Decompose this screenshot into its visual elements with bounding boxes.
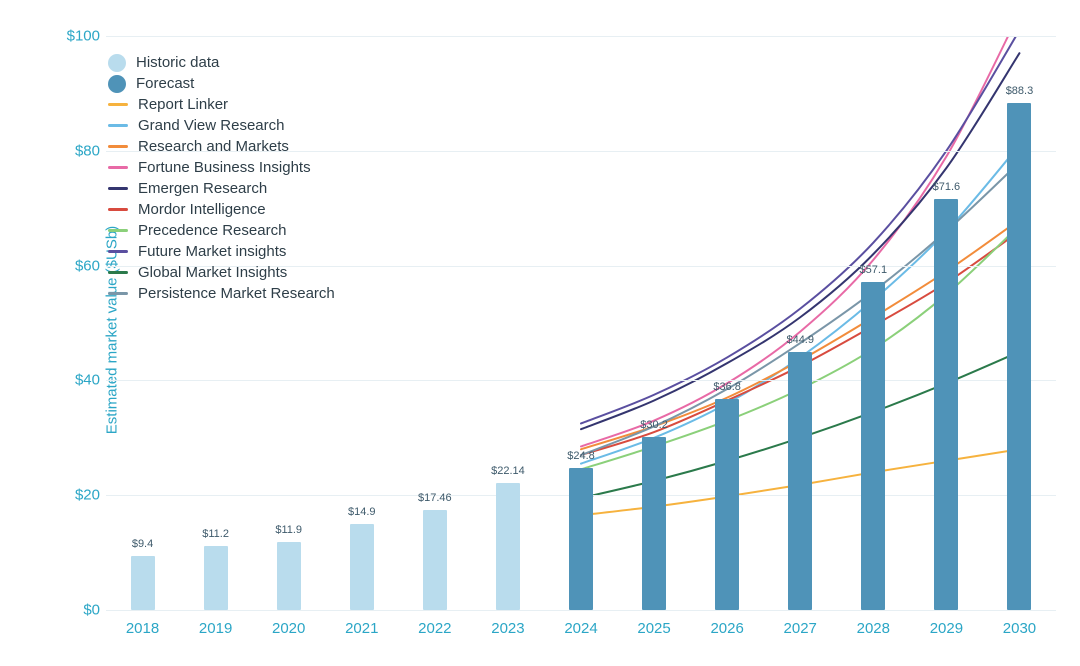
- legend-label: Grand View Research: [138, 115, 284, 137]
- legend-item: Mordor Intelligence: [108, 199, 335, 220]
- legend-item: Precedence Research: [108, 220, 335, 241]
- y-tick-label: $80: [75, 142, 106, 159]
- bar-label: $88.3: [1006, 85, 1034, 97]
- x-tick-label: 2020: [272, 610, 305, 637]
- legend-item: Forecast: [108, 73, 335, 94]
- legend-label: Precedence Research: [138, 220, 286, 242]
- bar-2020: $11.9: [277, 542, 301, 610]
- legend-item: Historic data: [108, 52, 335, 73]
- legend-label: Future Market insights: [138, 241, 286, 263]
- bar-label: $71.6: [933, 181, 961, 193]
- legend-item: Future Market insights: [108, 241, 335, 262]
- y-tick-label: $20: [75, 487, 106, 504]
- legend-line-icon: [108, 166, 128, 169]
- legend-item: Persistence Market Research: [108, 283, 335, 304]
- bar-label: $36.8: [713, 381, 741, 393]
- bar-label: $11.2: [202, 528, 229, 540]
- legend-line-icon: [108, 145, 128, 148]
- bar-label: $9.4: [132, 538, 153, 550]
- legend-item: Fortune Business Insights: [108, 157, 335, 178]
- legend-item: Emergen Research: [108, 178, 335, 199]
- legend-label: Fortune Business Insights: [138, 157, 311, 179]
- bar-2029: $71.6: [934, 199, 958, 610]
- bar-2019: $11.2: [204, 546, 228, 610]
- legend-line-icon: [108, 187, 128, 190]
- y-tick-label: $0: [83, 602, 106, 619]
- x-tick-label: 2030: [1003, 610, 1036, 637]
- x-tick-label: 2025: [637, 610, 670, 637]
- bar-label: $14.9: [348, 506, 376, 518]
- legend-dot-icon: [108, 75, 126, 93]
- bar-2026: $36.8: [715, 399, 739, 610]
- legend-label: Report Linker: [138, 94, 228, 116]
- bar-label: $44.9: [786, 334, 814, 346]
- x-tick-label: 2018: [126, 610, 159, 637]
- legend-line-icon: [108, 271, 128, 274]
- legend: Historic dataForecastReport LinkerGrand …: [108, 52, 335, 304]
- legend-line-icon: [108, 208, 128, 211]
- legend-dot-icon: [108, 54, 126, 72]
- legend-item: Grand View Research: [108, 115, 335, 136]
- gridline: [106, 36, 1056, 37]
- bar-2025: $30.2: [642, 437, 666, 610]
- bar-2024: $24.8: [569, 468, 593, 610]
- legend-label: Historic data: [136, 52, 219, 74]
- bar-label: $57.1: [860, 264, 888, 276]
- x-tick-label: 2022: [418, 610, 451, 637]
- bar-2030: $88.3: [1007, 103, 1031, 610]
- bar-2028: $57.1: [861, 282, 885, 610]
- x-tick-label: 2027: [784, 610, 817, 637]
- legend-line-icon: [108, 229, 128, 232]
- market-forecast-chart: Estimated market value ($USb) $0$20$40$6…: [0, 0, 1080, 666]
- bar-label: $11.9: [275, 524, 302, 536]
- legend-label: Mordor Intelligence: [138, 199, 266, 221]
- legend-item: Global Market Insights: [108, 262, 335, 283]
- legend-line-icon: [108, 103, 128, 106]
- bar-2022: $17.46: [423, 510, 447, 610]
- bar-2018: $9.4: [131, 556, 155, 610]
- legend-label: Global Market Insights: [138, 262, 287, 284]
- x-tick-label: 2023: [491, 610, 524, 637]
- legend-label: Forecast: [136, 73, 194, 95]
- gridline: [106, 380, 1056, 381]
- x-tick-label: 2019: [199, 610, 232, 637]
- y-tick-label: $100: [67, 28, 106, 45]
- legend-line-icon: [108, 124, 128, 127]
- y-tick-label: $40: [75, 372, 106, 389]
- legend-item: Research and Markets: [108, 136, 335, 157]
- legend-line-icon: [108, 292, 128, 295]
- bar-2023: $22.14: [496, 483, 520, 610]
- bar-2021: $14.9: [350, 524, 374, 610]
- x-tick-label: 2024: [564, 610, 597, 637]
- x-tick-label: 2026: [710, 610, 743, 637]
- x-tick-label: 2028: [857, 610, 890, 637]
- legend-label: Research and Markets: [138, 136, 289, 158]
- legend-label: Persistence Market Research: [138, 283, 335, 305]
- legend-item: Report Linker: [108, 94, 335, 115]
- bar-label: $30.2: [640, 419, 668, 431]
- x-tick-label: 2021: [345, 610, 378, 637]
- y-tick-label: $60: [75, 257, 106, 274]
- bar-label: $22.14: [491, 465, 525, 477]
- bar-label: $24.8: [567, 450, 595, 462]
- legend-label: Emergen Research: [138, 178, 267, 200]
- bar-label: $17.46: [418, 492, 452, 504]
- x-tick-label: 2029: [930, 610, 963, 637]
- bar-2027: $44.9: [788, 352, 812, 610]
- legend-line-icon: [108, 250, 128, 253]
